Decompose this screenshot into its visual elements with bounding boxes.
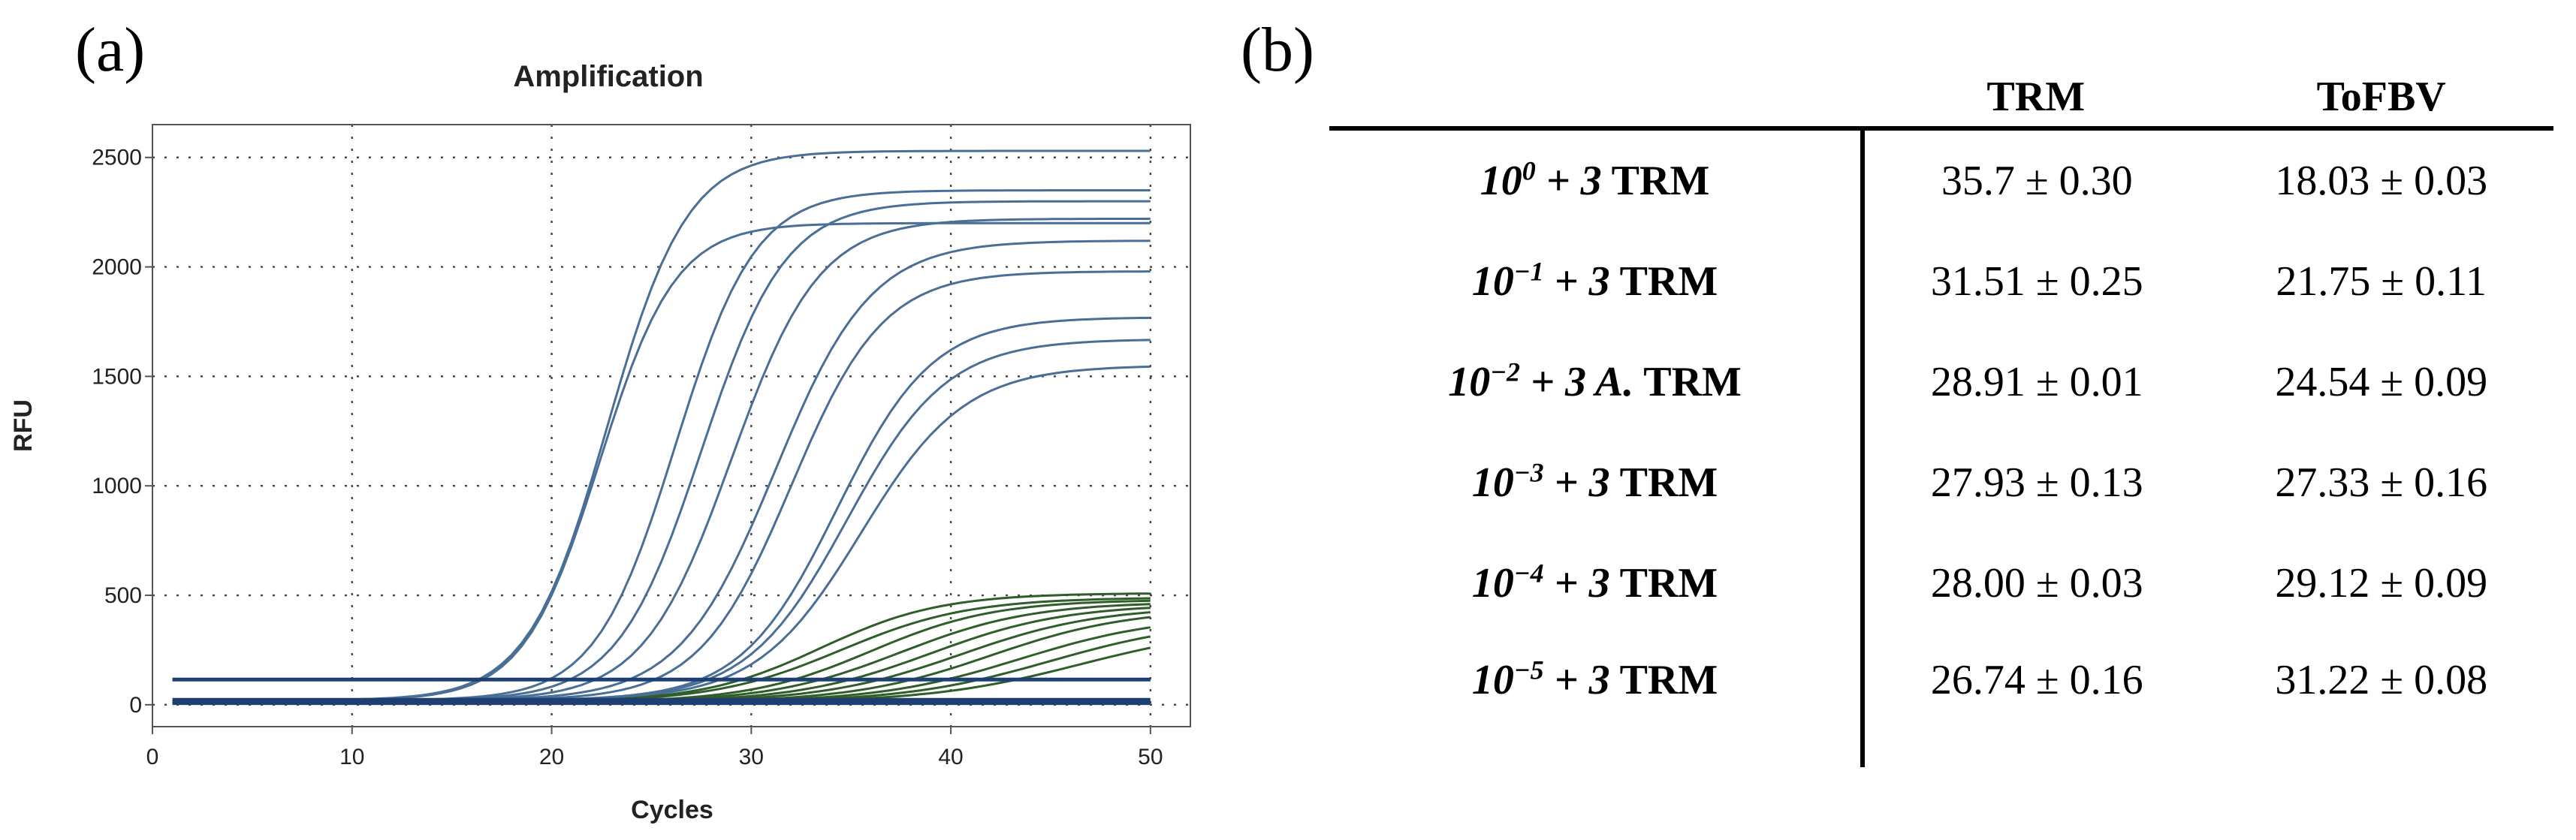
curve-trm-6 [172,239,1151,702]
plus-count: + 3 [1543,459,1610,506]
cell-tofbv: 29.12 ± 0.09 [2275,560,2488,607]
header-empty [1329,68,1863,131]
table-row: 10−1 + 3 TRM 31.51 ± 0.25 21.75 ± 0.11 [1329,231,2553,332]
table-row: 10−3 + 3 TRM 27.93 ± 0.13 27.33 ± 0.16 [1329,432,2553,533]
row-label: 10−1 + 3 TRM [1329,231,1866,332]
plus-count: + 3 [1543,657,1610,703]
cell-trm: 26.74 ± 0.16 [1930,657,2143,703]
table-row: 10−2 + 3 A. TRM 28.91 ± 0.01 24.54 ± 0.09 [1329,332,2553,432]
cell-trm: 28.91 ± 0.01 [1930,359,2143,405]
row-suffix: TRM [1609,657,1718,703]
curve-tofbv-16 [172,611,1151,704]
panel-b-ct-table: (b) TRM ToFBV 100 + 3 TRM 35.7 ± 0.30 18.0… [1232,0,2576,840]
dilution-exponent: −5 [1513,655,1544,685]
y-tick-label-4: 2000 [92,255,142,280]
header-tofbv: ToFBV [2209,68,2553,131]
cell-tofbv: 24.54 ± 0.09 [2275,359,2488,405]
dilution-base: 10 [1480,158,1522,204]
dilution-base: 10 [1471,657,1514,703]
cell-tofbv: 18.03 ± 0.03 [2275,158,2488,204]
cell-tofbv: 21.75 ± 0.11 [2276,258,2487,305]
row-suffix: TRM [1609,459,1718,506]
row-label: 10−3 + 3 TRM [1329,432,1866,533]
dilution-exponent: −1 [1513,256,1544,287]
cell-trm: 27.93 ± 0.13 [1930,459,2143,506]
row-suffix: TRM [1609,258,1718,305]
gridlines [152,125,1190,727]
x-axis-ticks: 0 10 20 30 40 50 [146,727,1163,769]
cell-tofbv: 27.33 ± 0.16 [2275,459,2488,506]
y-axis-ticks: 0 500 1000 1500 2000 2500 [92,146,152,718]
x-tick-label-3: 30 [739,745,764,769]
table-header-row: TRM ToFBV [1329,68,2553,131]
x-tick-label-4: 40 [938,745,963,769]
panel-b-label: (b) [1241,15,1314,85]
plus-count: + 3 [1543,560,1610,607]
x-tick-label-0: 0 [146,745,159,769]
species-abbrev: A. [1585,359,1634,405]
x-tick-label-5: 50 [1138,745,1163,769]
x-tick-label-1: 10 [339,745,364,769]
panel-a-amplification-plot: (a) Amplification 0 500 1000 1500 2000 2500 0… [0,0,1232,840]
y-tick-label-1: 500 [104,583,142,608]
amplification-chart: Amplification 0 500 1000 1500 2000 2500 0 10 20… [9,60,1191,824]
dilution-base: 10 [1448,359,1491,405]
row-label: 100 + 3 TRM [1329,128,1866,231]
y-tick-label-2: 1000 [92,474,142,498]
header-trm: TRM [1863,68,2210,131]
table-row: 10−5 + 3 TRM 26.74 ± 0.16 31.22 ± 0.08 [1329,634,2553,767]
dilution-exponent: −3 [1513,457,1544,488]
dilution-exponent: 0 [1522,155,1536,186]
row-label: 10−2 + 3 A. TRM [1329,332,1866,432]
plot-frame [152,124,1191,727]
plus-count: + 3 [1543,258,1610,305]
curve-tofbv-15 [172,607,1151,704]
dilution-base: 10 [1471,560,1514,607]
panel-a-label: (a) [75,15,146,85]
dilution-exponent: −2 [1490,357,1521,387]
cell-trm: 31.51 ± 0.25 [1930,258,2143,305]
cell-trm: 28.00 ± 0.03 [1930,560,2143,607]
y-tick-label-5: 2500 [92,146,142,170]
row-suffix: TRM [1601,158,1710,204]
table-body: 100 + 3 TRM 35.7 ± 0.30 18.03 ± 0.03 10−1 +… [1329,128,2553,767]
x-tick-label-2: 20 [539,745,564,769]
amplification-curves [172,149,1151,706]
plus-count: + 3 [1520,359,1586,405]
dilution-base: 10 [1471,459,1514,506]
row-label: 10−4 + 3 TRM [1329,533,1866,634]
dilution-exponent: −4 [1513,558,1544,589]
table-row: 10−4 + 3 TRM 28.00 ± 0.03 29.12 ± 0.09 [1329,533,2553,634]
curve-trm-8 [172,316,1151,702]
row-suffix: TRM [1633,359,1742,405]
y-tick-label-0: 0 [129,693,142,718]
y-axis-label: RFU [9,399,38,452]
cell-tofbv: 31.22 ± 0.08 [2275,657,2488,703]
curve-trm-9 [172,339,1151,702]
plus-count: + 3 [1535,158,1602,204]
row-suffix: TRM [1609,560,1718,607]
table-row: 100 + 3 TRM 35.7 ± 0.30 18.03 ± 0.03 [1329,128,2553,231]
row-label: 10−5 + 3 TRM [1329,634,1866,767]
y-tick-label-3: 1500 [92,364,142,389]
x-axis-label: Cycles [631,796,713,824]
chart-title: Amplification [513,60,703,93]
ct-results-table: TRM ToFBV 100 + 3 TRM 35.7 ± 0.30 18.03 ± … [1329,68,2553,767]
cell-trm: 35.7 ± 0.30 [1941,158,2133,204]
dilution-base: 10 [1471,258,1514,305]
